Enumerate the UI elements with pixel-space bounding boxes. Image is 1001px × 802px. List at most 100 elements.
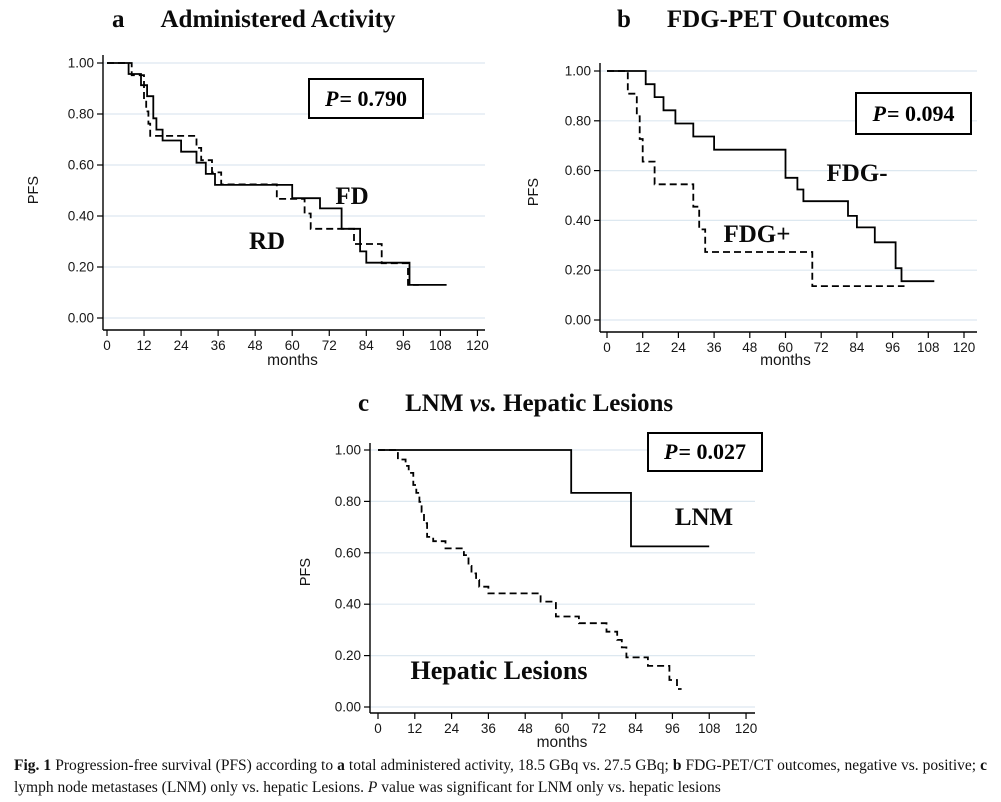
x-tick-label: 48	[248, 338, 263, 353]
x-tick-label: 72	[322, 338, 337, 353]
text-segment: Fig. 1	[14, 757, 56, 774]
panel-c-title-text: LNM vs. Hepatic Lesions	[405, 390, 673, 418]
p-symbol: P	[664, 439, 678, 464]
panel-a-title-text: Administered Activity	[161, 6, 396, 34]
y-tick-label: 0.20	[565, 263, 591, 278]
panel-c-y-axis-label: PFS	[298, 557, 314, 587]
panel-a-pvalue-box: P = 0.790	[308, 78, 424, 119]
x-tick-label: 24	[174, 338, 190, 353]
y-tick-label: 0.80	[565, 113, 591, 128]
panel-c-x-axis-label: months	[536, 734, 588, 751]
text-segment: a	[337, 757, 345, 774]
x-tick-label: 96	[665, 721, 680, 736]
y-tick-label: 0.20	[68, 260, 94, 275]
y-tick-label: 0.40	[68, 209, 94, 224]
x-tick-label: 84	[849, 340, 865, 355]
x-tick-label: 72	[591, 721, 606, 736]
text-segment: Hepatic Lesions	[496, 390, 674, 417]
text-segment: c	[980, 757, 987, 774]
text-segment: value was significant for LNM only vs. h…	[377, 779, 721, 796]
text-segment: Administered Activity	[160, 6, 396, 33]
x-tick-label: 0	[103, 338, 111, 353]
panel-a-y-axis-label: PFS	[26, 175, 42, 205]
panel-c-pvalue-box: P = 0.027	[647, 432, 763, 472]
x-tick-label: 36	[211, 338, 226, 353]
series-curve-FD	[107, 62, 447, 286]
panel-b-letter: b	[617, 6, 631, 33]
x-tick-label: 60	[778, 340, 793, 355]
x-tick-label: 12	[407, 721, 422, 736]
panel-b-series-label-FDG-pos: FDG+	[723, 221, 791, 248]
text-segment: lymph node metastases (LNM) only vs. hep…	[14, 779, 368, 796]
figure-caption: Fig. 1 Progression-free survival (PFS) a…	[14, 755, 987, 799]
y-tick-label: 0.80	[68, 107, 94, 122]
panel-a: a Administered Activity 0.00 0.20 0.40 0.60…	[0, 0, 500, 380]
x-tick-label: 96	[396, 338, 411, 353]
p-value: = 0.027	[678, 439, 746, 464]
x-tick-label: 24	[444, 721, 460, 736]
series-curve-LNM	[378, 449, 710, 548]
p-value: = 0.790	[339, 85, 407, 111]
y-tick-label: 0.40	[565, 213, 591, 228]
panel-b-title-text: FDG-PET Outcomes	[667, 6, 889, 34]
x-tick-label: 84	[359, 338, 375, 353]
panel-b-series-label-FDG-neg: FDG-	[826, 160, 888, 187]
panel-a-plot: 0.00 0.20 0.40 0.60 0.80 1.00 0 12 24 36 48 60 72 84 9…	[68, 55, 489, 353]
text-segment: LNM	[405, 390, 470, 417]
panel-b-y-axis-label: PFS	[526, 177, 542, 207]
series-curve-FDG-	[607, 70, 935, 283]
p-symbol: P	[872, 100, 886, 126]
text-segment: b	[672, 757, 682, 774]
panel-b-pvalue-box: P = 0.094	[855, 92, 972, 135]
panel-c-title: c LNM vs. Hepatic Lesions	[358, 390, 673, 418]
y-tick-label: 0.60	[335, 545, 361, 560]
x-tick-label: 24	[671, 340, 687, 355]
x-tick-label: 12	[137, 338, 152, 353]
panel-a-series-label-FD: FD	[335, 183, 369, 210]
text-segment: Progression-free survival (PFS) accordin…	[55, 757, 338, 774]
y-tick-label: 0.80	[335, 494, 361, 509]
x-tick-label: 108	[698, 721, 721, 736]
text-segment: FDG-PET Outcomes	[666, 6, 890, 33]
panel-c-letter: c	[358, 390, 370, 417]
text-segment: P	[367, 779, 378, 796]
x-tick-label: 48	[518, 721, 533, 736]
panel-a-title: a Administered Activity	[112, 6, 395, 34]
x-tick-label: 48	[742, 340, 757, 355]
x-tick-label: 0	[374, 721, 382, 736]
panel-a-x-axis-label: months	[267, 352, 318, 369]
x-tick-label: 108	[917, 340, 940, 355]
series-curve-FDG+	[607, 70, 905, 287]
x-tick-label: 72	[814, 340, 829, 355]
panel-b-plot: 0.00 0.20 0.40 0.60 0.80 1.00 0 12 24 36 48 60 72 84 9…	[565, 63, 977, 355]
text-segment: total administered activity, 18.5 GBq vs…	[344, 757, 673, 774]
panel-b-title: b FDG-PET Outcomes	[617, 6, 889, 34]
p-symbol: P	[325, 85, 339, 111]
x-tick-label: 120	[735, 721, 758, 736]
x-tick-label: 84	[628, 721, 644, 736]
series-curve-Hepatic Lesions	[378, 449, 682, 690]
y-tick-label: 0.00	[335, 700, 361, 715]
x-tick-label: 36	[707, 340, 722, 355]
x-tick-label: 120	[953, 340, 976, 355]
y-tick-label: 1.00	[565, 64, 591, 79]
panel-b: b FDG-PET Outcomes 0.00 0.20 0.40 0.60 0.80 1…	[500, 0, 1001, 380]
x-tick-label: 36	[481, 721, 496, 736]
x-tick-label: 12	[635, 340, 650, 355]
x-tick-label: 60	[285, 338, 300, 353]
x-tick-label: 60	[555, 721, 570, 736]
text-segment: vs.	[469, 390, 497, 417]
panel-a-series-label-RD: RD	[248, 228, 286, 255]
x-tick-label: 108	[429, 338, 452, 353]
y-tick-label: 0.20	[335, 648, 361, 663]
y-tick-label: 0.40	[335, 597, 361, 612]
p-value: = 0.094	[886, 100, 955, 126]
x-tick-label: 120	[466, 338, 489, 353]
panel-b-x-axis-label: months	[760, 352, 811, 369]
x-tick-label: 96	[885, 340, 900, 355]
y-tick-label: 0.60	[565, 163, 591, 178]
y-tick-label: 0.00	[565, 313, 591, 328]
y-tick-label: 1.00	[335, 443, 361, 458]
y-tick-label: 0.00	[68, 311, 94, 326]
